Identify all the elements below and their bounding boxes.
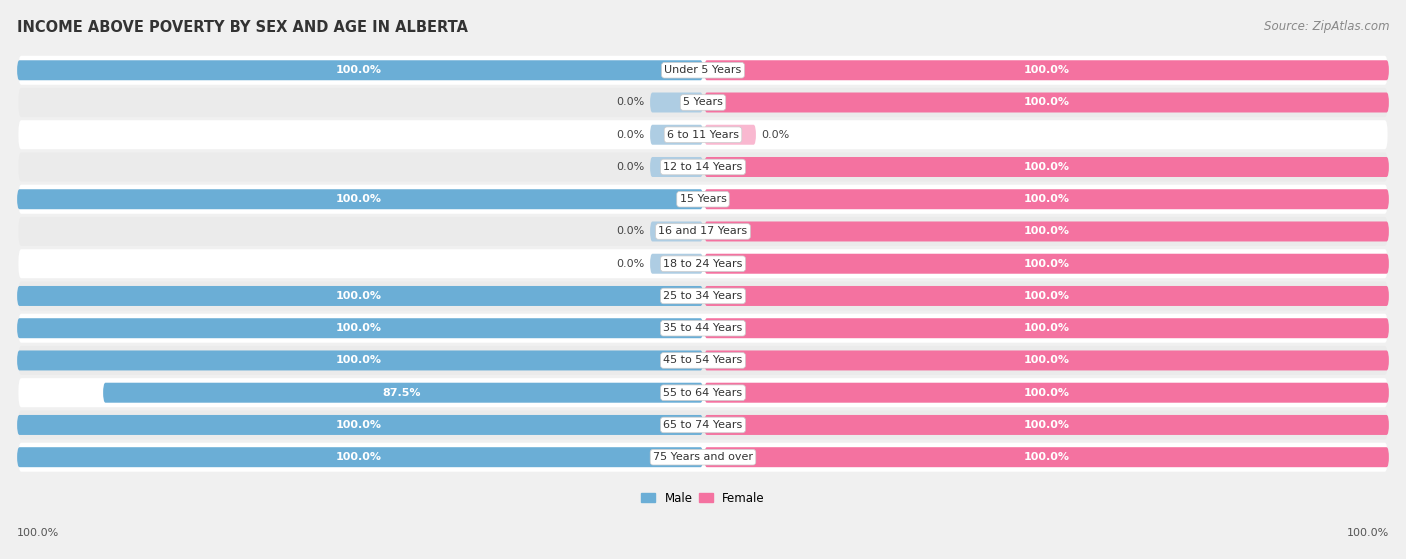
Text: 0.0%: 0.0% bbox=[616, 226, 644, 236]
Text: INCOME ABOVE POVERTY BY SEX AND AGE IN ALBERTA: INCOME ABOVE POVERTY BY SEX AND AGE IN A… bbox=[17, 20, 468, 35]
Text: 100.0%: 100.0% bbox=[336, 291, 382, 301]
FancyBboxPatch shape bbox=[17, 190, 703, 209]
Text: 100.0%: 100.0% bbox=[336, 356, 382, 366]
FancyBboxPatch shape bbox=[18, 120, 1388, 149]
FancyBboxPatch shape bbox=[18, 378, 1388, 407]
FancyBboxPatch shape bbox=[18, 410, 1388, 439]
Text: 0.0%: 0.0% bbox=[616, 130, 644, 140]
FancyBboxPatch shape bbox=[18, 314, 1388, 343]
FancyBboxPatch shape bbox=[18, 184, 1388, 214]
FancyBboxPatch shape bbox=[103, 383, 703, 402]
Text: 65 to 74 Years: 65 to 74 Years bbox=[664, 420, 742, 430]
FancyBboxPatch shape bbox=[650, 254, 703, 274]
FancyBboxPatch shape bbox=[704, 415, 1389, 435]
FancyBboxPatch shape bbox=[704, 92, 1389, 112]
Text: 100.0%: 100.0% bbox=[1024, 65, 1070, 75]
Text: Under 5 Years: Under 5 Years bbox=[665, 65, 741, 75]
Text: 0.0%: 0.0% bbox=[762, 130, 790, 140]
Text: 100.0%: 100.0% bbox=[336, 452, 382, 462]
Text: 100.0%: 100.0% bbox=[1024, 323, 1070, 333]
Text: 100.0%: 100.0% bbox=[1024, 259, 1070, 269]
Text: 100.0%: 100.0% bbox=[336, 420, 382, 430]
Text: 100.0%: 100.0% bbox=[1024, 97, 1070, 107]
FancyBboxPatch shape bbox=[18, 217, 1388, 246]
Text: Source: ZipAtlas.com: Source: ZipAtlas.com bbox=[1264, 20, 1389, 32]
FancyBboxPatch shape bbox=[650, 125, 703, 145]
FancyBboxPatch shape bbox=[650, 221, 703, 241]
FancyBboxPatch shape bbox=[704, 254, 1389, 274]
Text: 100.0%: 100.0% bbox=[1024, 226, 1070, 236]
Text: 100.0%: 100.0% bbox=[336, 323, 382, 333]
Text: 0.0%: 0.0% bbox=[616, 162, 644, 172]
Text: 25 to 34 Years: 25 to 34 Years bbox=[664, 291, 742, 301]
Text: 75 Years and over: 75 Years and over bbox=[652, 452, 754, 462]
FancyBboxPatch shape bbox=[18, 282, 1388, 310]
Text: 0.0%: 0.0% bbox=[616, 259, 644, 269]
FancyBboxPatch shape bbox=[704, 125, 756, 145]
FancyBboxPatch shape bbox=[704, 60, 1389, 80]
Text: 100.0%: 100.0% bbox=[336, 194, 382, 204]
FancyBboxPatch shape bbox=[18, 346, 1388, 375]
FancyBboxPatch shape bbox=[18, 249, 1388, 278]
Text: 100.0%: 100.0% bbox=[1024, 162, 1070, 172]
Legend: Male, Female: Male, Female bbox=[637, 487, 769, 509]
Text: 0.0%: 0.0% bbox=[616, 97, 644, 107]
Text: 100.0%: 100.0% bbox=[1024, 356, 1070, 366]
FancyBboxPatch shape bbox=[704, 447, 1389, 467]
FancyBboxPatch shape bbox=[704, 157, 1389, 177]
Text: 100.0%: 100.0% bbox=[336, 65, 382, 75]
Text: 87.5%: 87.5% bbox=[382, 388, 422, 397]
Text: 15 Years: 15 Years bbox=[679, 194, 727, 204]
FancyBboxPatch shape bbox=[704, 350, 1389, 371]
Text: 16 and 17 Years: 16 and 17 Years bbox=[658, 226, 748, 236]
Text: 6 to 11 Years: 6 to 11 Years bbox=[666, 130, 740, 140]
Text: 12 to 14 Years: 12 to 14 Years bbox=[664, 162, 742, 172]
Text: 100.0%: 100.0% bbox=[1024, 420, 1070, 430]
Text: 100.0%: 100.0% bbox=[17, 528, 59, 538]
FancyBboxPatch shape bbox=[18, 56, 1388, 85]
FancyBboxPatch shape bbox=[650, 157, 703, 177]
Text: 35 to 44 Years: 35 to 44 Years bbox=[664, 323, 742, 333]
FancyBboxPatch shape bbox=[17, 318, 703, 338]
FancyBboxPatch shape bbox=[704, 190, 1389, 209]
FancyBboxPatch shape bbox=[17, 286, 703, 306]
Text: 55 to 64 Years: 55 to 64 Years bbox=[664, 388, 742, 397]
FancyBboxPatch shape bbox=[18, 153, 1388, 182]
Text: 45 to 54 Years: 45 to 54 Years bbox=[664, 356, 742, 366]
Text: 100.0%: 100.0% bbox=[1024, 291, 1070, 301]
FancyBboxPatch shape bbox=[17, 350, 703, 371]
FancyBboxPatch shape bbox=[704, 286, 1389, 306]
Text: 100.0%: 100.0% bbox=[1347, 528, 1389, 538]
FancyBboxPatch shape bbox=[18, 443, 1388, 472]
Text: 18 to 24 Years: 18 to 24 Years bbox=[664, 259, 742, 269]
FancyBboxPatch shape bbox=[18, 88, 1388, 117]
FancyBboxPatch shape bbox=[704, 383, 1389, 402]
FancyBboxPatch shape bbox=[704, 221, 1389, 241]
FancyBboxPatch shape bbox=[704, 318, 1389, 338]
Text: 5 Years: 5 Years bbox=[683, 97, 723, 107]
Text: 100.0%: 100.0% bbox=[1024, 388, 1070, 397]
FancyBboxPatch shape bbox=[17, 415, 703, 435]
Text: 100.0%: 100.0% bbox=[1024, 194, 1070, 204]
FancyBboxPatch shape bbox=[17, 60, 703, 80]
Text: 100.0%: 100.0% bbox=[1024, 452, 1070, 462]
FancyBboxPatch shape bbox=[650, 92, 703, 112]
FancyBboxPatch shape bbox=[17, 447, 703, 467]
